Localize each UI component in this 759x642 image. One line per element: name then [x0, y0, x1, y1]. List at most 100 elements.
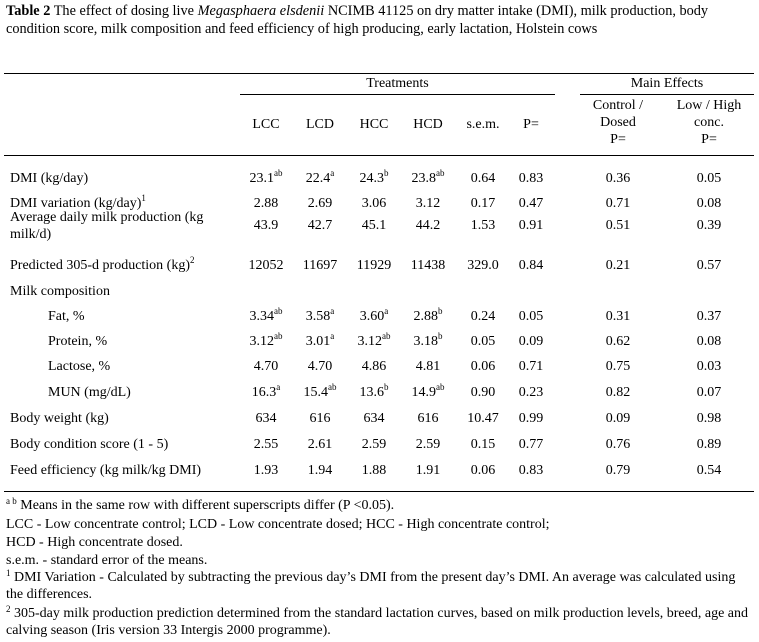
cell-value: 11697 [302, 258, 338, 273]
table-cell: 15.4ab [292, 383, 348, 401]
table-cell: 0.36 [590, 171, 646, 187]
cell-value: 0.39 [696, 218, 722, 233]
cell-value: 634 [363, 411, 385, 426]
cell-value: 0.54 [696, 463, 722, 478]
table-label: Table 2 [6, 3, 51, 19]
table-cell: 2.55 [238, 437, 294, 453]
cell-superscript: a [330, 168, 335, 178]
table-cell: 11697 [292, 258, 348, 274]
cell-value: 2.61 [307, 437, 333, 452]
cell-value: 0.05 [518, 309, 544, 324]
col-header-control-dosed-3: P= [610, 132, 626, 147]
cell-value: 1.53 [470, 218, 496, 233]
table-cell: 0.07 [681, 385, 737, 401]
table-cell: 0.24 [455, 309, 511, 325]
cell-value: 0.64 [470, 171, 496, 186]
cell-value: 44.2 [415, 218, 441, 233]
table-cell: 0.23 [503, 385, 559, 401]
cell-value: 11438 [410, 258, 446, 273]
table-cell: 0.47 [503, 196, 559, 212]
footnote-abbrev-1: LCC - Low concentrate control; LCD - Low… [6, 517, 550, 532]
col-header-p: P= [523, 117, 539, 132]
table-cell: 0.83 [503, 463, 559, 479]
cell-value: 0.76 [605, 437, 631, 452]
cell-superscript: ab [436, 168, 445, 178]
cell-value: 3.34 [249, 309, 275, 324]
cell-value: 0.05 [696, 171, 722, 186]
table-cell: 11438 [400, 258, 456, 274]
footnote-sem: s.e.m. - standard error of the means. [6, 553, 208, 568]
table-cell: 634 [346, 411, 402, 427]
row-label: Lactose, % [48, 359, 111, 374]
cell-value: 3.12 [415, 196, 441, 211]
cell-superscript: a [330, 306, 335, 316]
table-cell: 616 [400, 411, 456, 427]
table-cell: 22.4a [292, 168, 348, 187]
treatments-header: Treatments [366, 76, 429, 91]
footnote-1: 1 DMI Variation - Calculated by subtract… [6, 569, 754, 603]
table-cell: 4.70 [238, 359, 294, 375]
cell-value: 0.08 [696, 196, 722, 211]
cell-value: 22.4 [305, 171, 331, 186]
table-cell: 3.12 [400, 196, 456, 212]
table-cell: 634 [238, 411, 294, 427]
table-cell: 4.70 [292, 359, 348, 375]
col-header-low-high-1: Low / High [676, 98, 742, 113]
table-cell: 14.9ab [400, 383, 456, 401]
col-header-lcc: LCC [252, 117, 280, 132]
table-cell: 0.77 [503, 437, 559, 453]
cell-value: 15.4 [303, 385, 329, 400]
cell-superscript: ab [274, 306, 283, 316]
table-cell: 0.79 [590, 463, 646, 479]
cell-value: 2.59 [361, 437, 387, 452]
caption-text-pre: The effect of dosing live [53, 3, 194, 19]
table-cell: 1.94 [292, 463, 348, 479]
table-cell: 24.3b [346, 168, 402, 187]
footnote-ab-mark: a b [6, 496, 17, 506]
table-cell: 0.03 [681, 359, 737, 375]
cell-superscript: b [384, 168, 389, 178]
cell-value: 0.83 [518, 463, 544, 478]
table-cell: 42.7 [292, 218, 348, 234]
table-cell: 4.86 [346, 359, 402, 375]
table-cell: 3.01a [292, 332, 348, 350]
cell-value: 3.01 [305, 334, 331, 349]
table-cell: 44.2 [400, 218, 456, 234]
footnote-2-mark: 2 [6, 604, 11, 614]
cell-value: 329.0 [467, 258, 499, 273]
table-cell: 329.0 [455, 258, 511, 274]
cell-value: 0.71 [605, 196, 631, 211]
table-cell: 13.6b [346, 383, 402, 401]
cell-superscript: b [438, 331, 443, 341]
cell-superscript: ab [382, 331, 391, 341]
cell-superscript: a [384, 306, 389, 316]
cell-value: 616 [309, 411, 331, 426]
cell-value: 3.12 [357, 334, 383, 349]
cell-value: 2.55 [253, 437, 279, 452]
table-cell: 0.98 [681, 411, 737, 427]
cell-value: 1.93 [253, 463, 279, 478]
table-cell: 0.89 [681, 437, 737, 453]
cell-value: 0.23 [518, 385, 544, 400]
table-cell: 0.09 [590, 411, 646, 427]
cell-value: 0.06 [470, 359, 496, 374]
cell-value: 0.82 [605, 385, 631, 400]
cell-value: 13.6 [359, 385, 385, 400]
table-cell: 0.39 [681, 218, 737, 234]
table-cell: 3.12ab [346, 331, 402, 350]
cell-superscript: a [276, 382, 281, 392]
table-cell: 0.15 [455, 437, 511, 453]
cell-value: 2.88 [413, 309, 439, 324]
cell-value: 0.91 [518, 218, 544, 233]
row-label: Average daily milk production (kg [10, 210, 204, 225]
cell-value: 0.51 [605, 218, 631, 233]
cell-value: 3.12 [249, 334, 275, 349]
cell-value: 0.09 [605, 411, 631, 426]
cell-value: 0.98 [696, 411, 722, 426]
row-label: DMI variation (kg/day)1 [10, 193, 146, 212]
footnote-1-text: DMI Variation - Calculated by subtractin… [6, 570, 736, 602]
table-cell: 1.88 [346, 463, 402, 479]
cell-value: 0.09 [518, 334, 544, 349]
table-cell: 3.06 [346, 196, 402, 212]
